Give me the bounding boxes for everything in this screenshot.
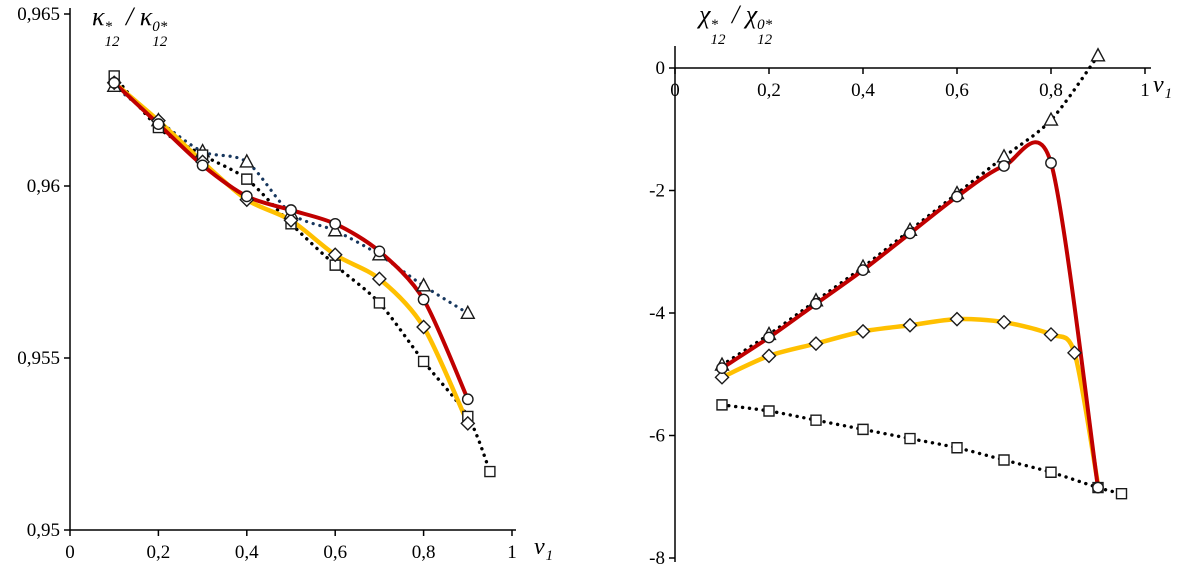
x-tick-label: 1 [507, 542, 517, 563]
x-tick-label: 0,2 [757, 80, 781, 101]
circle-marker [951, 190, 963, 203]
kappa-chart: 0 0,2 0,4 0,6 0,8 1 0,95 0,955 0,96 0,965 κ * 12 / … [17, 2, 554, 564]
x-tick-label: 0,4 [851, 80, 875, 101]
chi-squares-markers [716, 399, 1128, 500]
y-tick-label: -2 [649, 181, 665, 202]
circle-marker [716, 362, 728, 375]
chi-tick-labels: 0 0,2 0,4 0,6 0,8 1 0 -2 -4 -6 -8 [649, 58, 1150, 569]
circle-marker [417, 293, 430, 306]
circle-marker [810, 297, 822, 310]
circle-marker [240, 190, 253, 203]
circle-marker [998, 160, 1010, 172]
square-marker [241, 173, 253, 185]
y-tick-label: 0,96 [27, 176, 60, 197]
x-tick-label: 0,8 [412, 542, 436, 563]
kappa-y-axis-title: κ * 12 / κ 0* 12 [92, 2, 168, 50]
square-marker [763, 405, 775, 417]
diamond-marker [283, 212, 299, 228]
circle-marker [1045, 157, 1057, 169]
triangle-marker [1090, 47, 1106, 62]
diamond-marker [327, 247, 343, 263]
circle-marker [373, 245, 386, 258]
y-tick-label: -8 [649, 548, 665, 569]
y-tick-label: -6 [649, 426, 665, 447]
kappa-tick-labels: 0 0,2 0,4 0,6 0,8 1 0,95 0,955 0,96 0,965 [17, 4, 517, 563]
circle-marker [857, 264, 869, 277]
x-tick-label: 0,6 [945, 80, 969, 101]
circle-marker [329, 217, 342, 230]
square-marker [810, 414, 822, 426]
chi-circles-markers [716, 157, 1104, 494]
y-tick-label: 0,965 [17, 4, 60, 25]
kappa-triangles-markers [106, 77, 476, 320]
square-marker [904, 432, 916, 445]
square-marker [951, 442, 963, 454]
chi-diamonds-markers [714, 311, 1082, 385]
y-tick-label: -4 [649, 303, 665, 324]
diamond-marker [855, 323, 871, 339]
diamond-marker [1043, 326, 1059, 342]
diamond-marker [949, 311, 965, 327]
diamond-marker [1067, 345, 1082, 361]
square-marker [417, 355, 430, 368]
chi-circles-line [720, 140, 1100, 488]
triangle-marker [239, 153, 255, 168]
square-marker [998, 454, 1010, 466]
chi-svg: 0 0,2 0,4 0,6 0,8 1 0 -2 -4 -6 -8 [649, 46, 1151, 569]
diamond-marker [371, 271, 387, 287]
diamond-marker [460, 415, 476, 431]
chi-y-axis-title: χ * 12 / χ 0* 12 [699, 0, 773, 48]
chi-triangles-line [720, 54, 1100, 367]
y-tick-label: 0,95 [27, 520, 60, 541]
chi-chart: 0 0,2 0,4 0,6 0,8 1 0 -2 -4 -6 -8 χ * 12 / χ 0* 12 v1 [597, 0, 1194, 576]
kappa-circles-markers [108, 76, 474, 406]
diamond-marker [714, 369, 730, 385]
x-tick-label: 0 [65, 542, 75, 563]
diamond-marker [902, 317, 918, 333]
x-tick-label: 0,2 [147, 542, 171, 563]
kappa-svg: 0 0,2 0,4 0,6 0,8 1 0,95 0,955 0,96 0,965 [17, 4, 517, 563]
circle-marker [196, 159, 209, 172]
chi-diamonds-line [721, 316, 1101, 485]
diamond-marker [996, 314, 1012, 330]
x-tick-label: 0 [670, 80, 680, 101]
diamond-marker [416, 319, 432, 335]
circle-marker [285, 204, 297, 216]
square-marker [484, 465, 496, 478]
x-tick-label: 0,4 [235, 542, 259, 563]
kappa-x-axis-title: v1 [534, 534, 554, 564]
circle-marker [763, 331, 775, 344]
diamond-marker [761, 348, 777, 364]
square-marker [1045, 466, 1057, 478]
diamond-marker [808, 336, 824, 352]
square-marker [1115, 487, 1128, 500]
x-tick-label: 1 [1140, 80, 1150, 101]
square-marker [857, 423, 869, 436]
kappa-axes [64, 8, 516, 536]
chi-x-axis-title: v1 [1153, 72, 1173, 102]
y-tick-label: 0 [656, 58, 666, 79]
square-marker [373, 297, 386, 309]
chi-axes [669, 46, 1151, 562]
x-tick-label: 0,6 [323, 542, 347, 563]
circle-marker [108, 76, 121, 89]
x-tick-label: 0,8 [1039, 80, 1063, 101]
circle-marker [152, 118, 165, 130]
triangle-marker [460, 304, 476, 320]
triangle-marker [415, 277, 432, 292]
circle-marker [904, 227, 916, 240]
y-tick-label: 0,955 [17, 348, 60, 369]
circle-marker [1092, 481, 1104, 494]
kappa-triangles-line [112, 84, 470, 315]
triangle-marker [996, 148, 1012, 163]
circle-marker [461, 393, 474, 406]
kappa-circles-line [112, 81, 470, 401]
triangle-marker [1043, 111, 1059, 126]
square-marker [716, 399, 728, 411]
chi-squares-line [720, 403, 1124, 496]
